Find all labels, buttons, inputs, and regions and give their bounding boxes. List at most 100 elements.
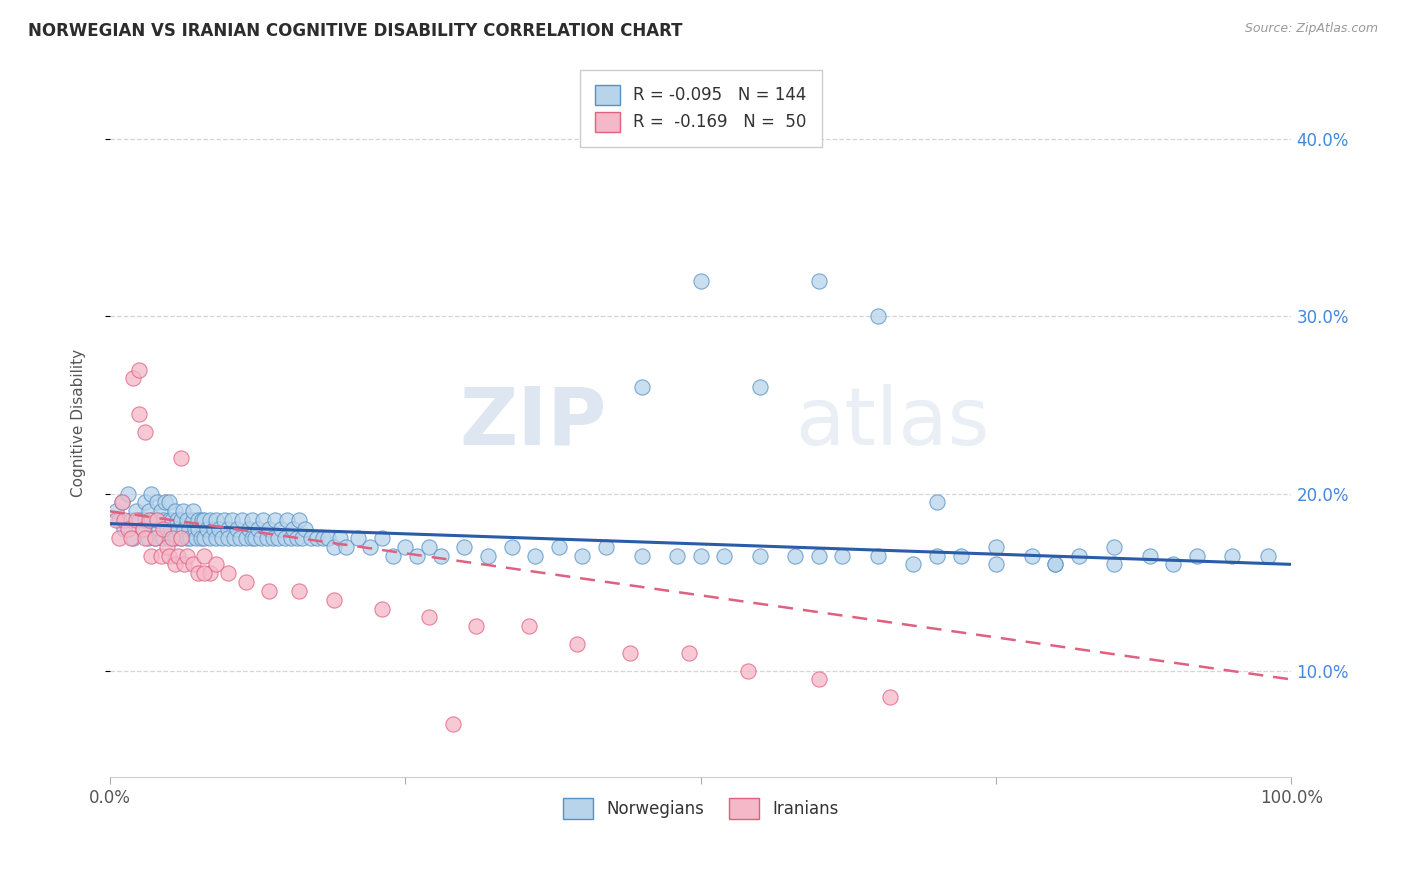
Point: [122, 531, 145, 545]
Point: [1043, 558, 1066, 572]
Point: [122, 371, 145, 385]
Point: [179, 531, 201, 545]
Point: [949, 549, 972, 563]
Point: [152, 522, 174, 536]
Point: [453, 540, 475, 554]
Point: [370, 601, 392, 615]
Point: [323, 592, 346, 607]
Point: [305, 531, 328, 545]
Point: [418, 540, 440, 554]
Point: [108, 531, 131, 545]
Point: [984, 558, 1007, 572]
Point: [256, 531, 278, 545]
Point: [149, 504, 172, 518]
Point: [619, 646, 641, 660]
Point: [187, 566, 209, 581]
Point: [807, 274, 830, 288]
Point: [807, 673, 830, 687]
Point: [111, 495, 134, 509]
Point: [235, 531, 257, 545]
Point: [565, 637, 588, 651]
Point: [595, 540, 617, 554]
Point: [138, 504, 160, 518]
Point: [148, 522, 170, 536]
Point: [108, 513, 131, 527]
Point: [152, 531, 174, 545]
Point: [163, 504, 186, 518]
Point: [1161, 558, 1184, 572]
Point: [235, 575, 257, 590]
Point: [167, 549, 190, 563]
Text: NORWEGIAN VS IRANIAN COGNITIVE DISABILITY CORRELATION CHART: NORWEGIAN VS IRANIAN COGNITIVE DISABILIT…: [28, 22, 683, 40]
Point: [240, 531, 263, 545]
Point: [394, 540, 416, 554]
Point: [157, 531, 180, 545]
Point: [382, 549, 405, 563]
Point: [288, 513, 311, 527]
Point: [193, 549, 215, 563]
Point: [152, 513, 174, 527]
Point: [280, 531, 302, 545]
Point: [155, 522, 177, 536]
Point: [134, 425, 156, 439]
Point: [501, 540, 523, 554]
Point: [262, 531, 284, 545]
Point: [903, 558, 925, 572]
Point: [231, 513, 253, 527]
Point: [134, 495, 156, 509]
Point: [441, 716, 464, 731]
Point: [294, 522, 316, 536]
Point: [1067, 549, 1090, 563]
Point: [195, 522, 218, 536]
Point: [202, 522, 225, 536]
Point: [276, 513, 298, 527]
Point: [162, 531, 184, 545]
Point: [143, 531, 166, 545]
Point: [1185, 549, 1208, 563]
Point: [128, 513, 150, 527]
Point: [217, 531, 239, 545]
Point: [329, 531, 352, 545]
Point: [187, 522, 209, 536]
Point: [713, 549, 735, 563]
Point: [149, 549, 172, 563]
Point: [925, 495, 948, 509]
Point: [163, 558, 186, 572]
Point: [125, 513, 148, 527]
Point: [274, 531, 297, 545]
Point: [323, 540, 346, 554]
Point: [117, 522, 139, 536]
Point: [347, 531, 370, 545]
Point: [200, 566, 222, 581]
Point: [359, 540, 381, 554]
Point: [335, 540, 357, 554]
Point: [181, 504, 204, 518]
Point: [807, 549, 830, 563]
Point: [477, 549, 499, 563]
Point: [141, 486, 163, 500]
Point: [120, 531, 142, 545]
Point: [157, 549, 180, 563]
Point: [925, 549, 948, 563]
Point: [370, 531, 392, 545]
Text: Source: ZipAtlas.com: Source: ZipAtlas.com: [1244, 22, 1378, 36]
Point: [163, 531, 186, 545]
Point: [1102, 558, 1125, 572]
Point: [134, 513, 156, 527]
Point: [243, 531, 266, 545]
Point: [214, 513, 236, 527]
Point: [162, 513, 184, 527]
Point: [205, 531, 228, 545]
Text: ZIP: ZIP: [458, 384, 606, 462]
Point: [259, 583, 281, 598]
Point: [141, 513, 163, 527]
Point: [270, 522, 292, 536]
Point: [146, 513, 169, 527]
Point: [117, 486, 139, 500]
Point: [221, 513, 243, 527]
Point: [155, 540, 177, 554]
Point: [184, 522, 207, 536]
Point: [288, 583, 311, 598]
Point: [1257, 549, 1279, 563]
Point: [285, 531, 308, 545]
